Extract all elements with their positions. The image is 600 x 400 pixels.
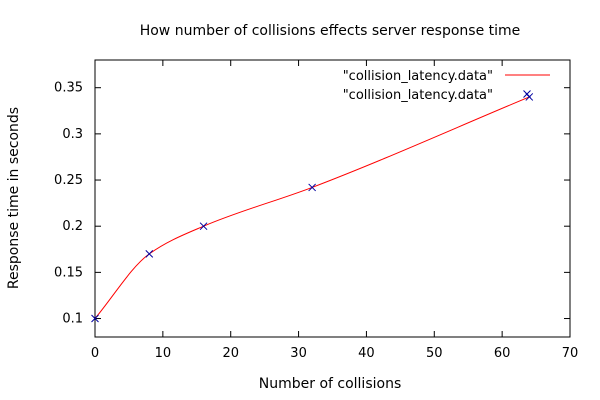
y-tick-label: 0.15: [54, 265, 83, 280]
x-axis-label: Number of collisions: [259, 376, 401, 392]
x-tick-label: 0: [91, 346, 99, 361]
data-point-marker: [145, 250, 154, 258]
x-tick-label: 30: [290, 346, 307, 361]
legend-label: "collision_latency.data": [343, 88, 493, 103]
tick-group: 0 10 20 30 40 50 60 70 0.1 0.15 0.2 0.25 0.3 0.35: [54, 60, 578, 361]
legend-label: "collision_latency.data": [343, 69, 493, 84]
plot-frame: [94, 59, 571, 338]
legend-marker-swatch: [523, 90, 531, 98]
y-tick-label: 0.3: [62, 127, 83, 142]
x-tick-label: 10: [155, 346, 172, 361]
y-tick-label: 0.2: [62, 219, 83, 234]
x-tick-label: 70: [562, 346, 579, 361]
y-tick-label: 0.25: [54, 173, 83, 188]
legend: "collision_latency.data" "collision_laten…: [343, 69, 550, 103]
data-point-marker: [91, 314, 99, 323]
x-tick-label: 60: [494, 346, 511, 361]
x-tick-label: 40: [358, 346, 375, 361]
data-point-marker: [199, 222, 208, 231]
y-tick-label: 0.1: [62, 312, 83, 327]
chart-title: How number of collisions effects server …: [140, 23, 521, 39]
data-point-marker: [308, 183, 316, 192]
y-axis-label: Response time in seconds: [6, 107, 22, 289]
x-tick-label: 20: [222, 346, 239, 361]
y-tick-label: 0.35: [54, 81, 83, 96]
series-group: [91, 93, 534, 323]
series-line: [94, 96, 530, 319]
x-tick-label: 50: [426, 346, 443, 361]
